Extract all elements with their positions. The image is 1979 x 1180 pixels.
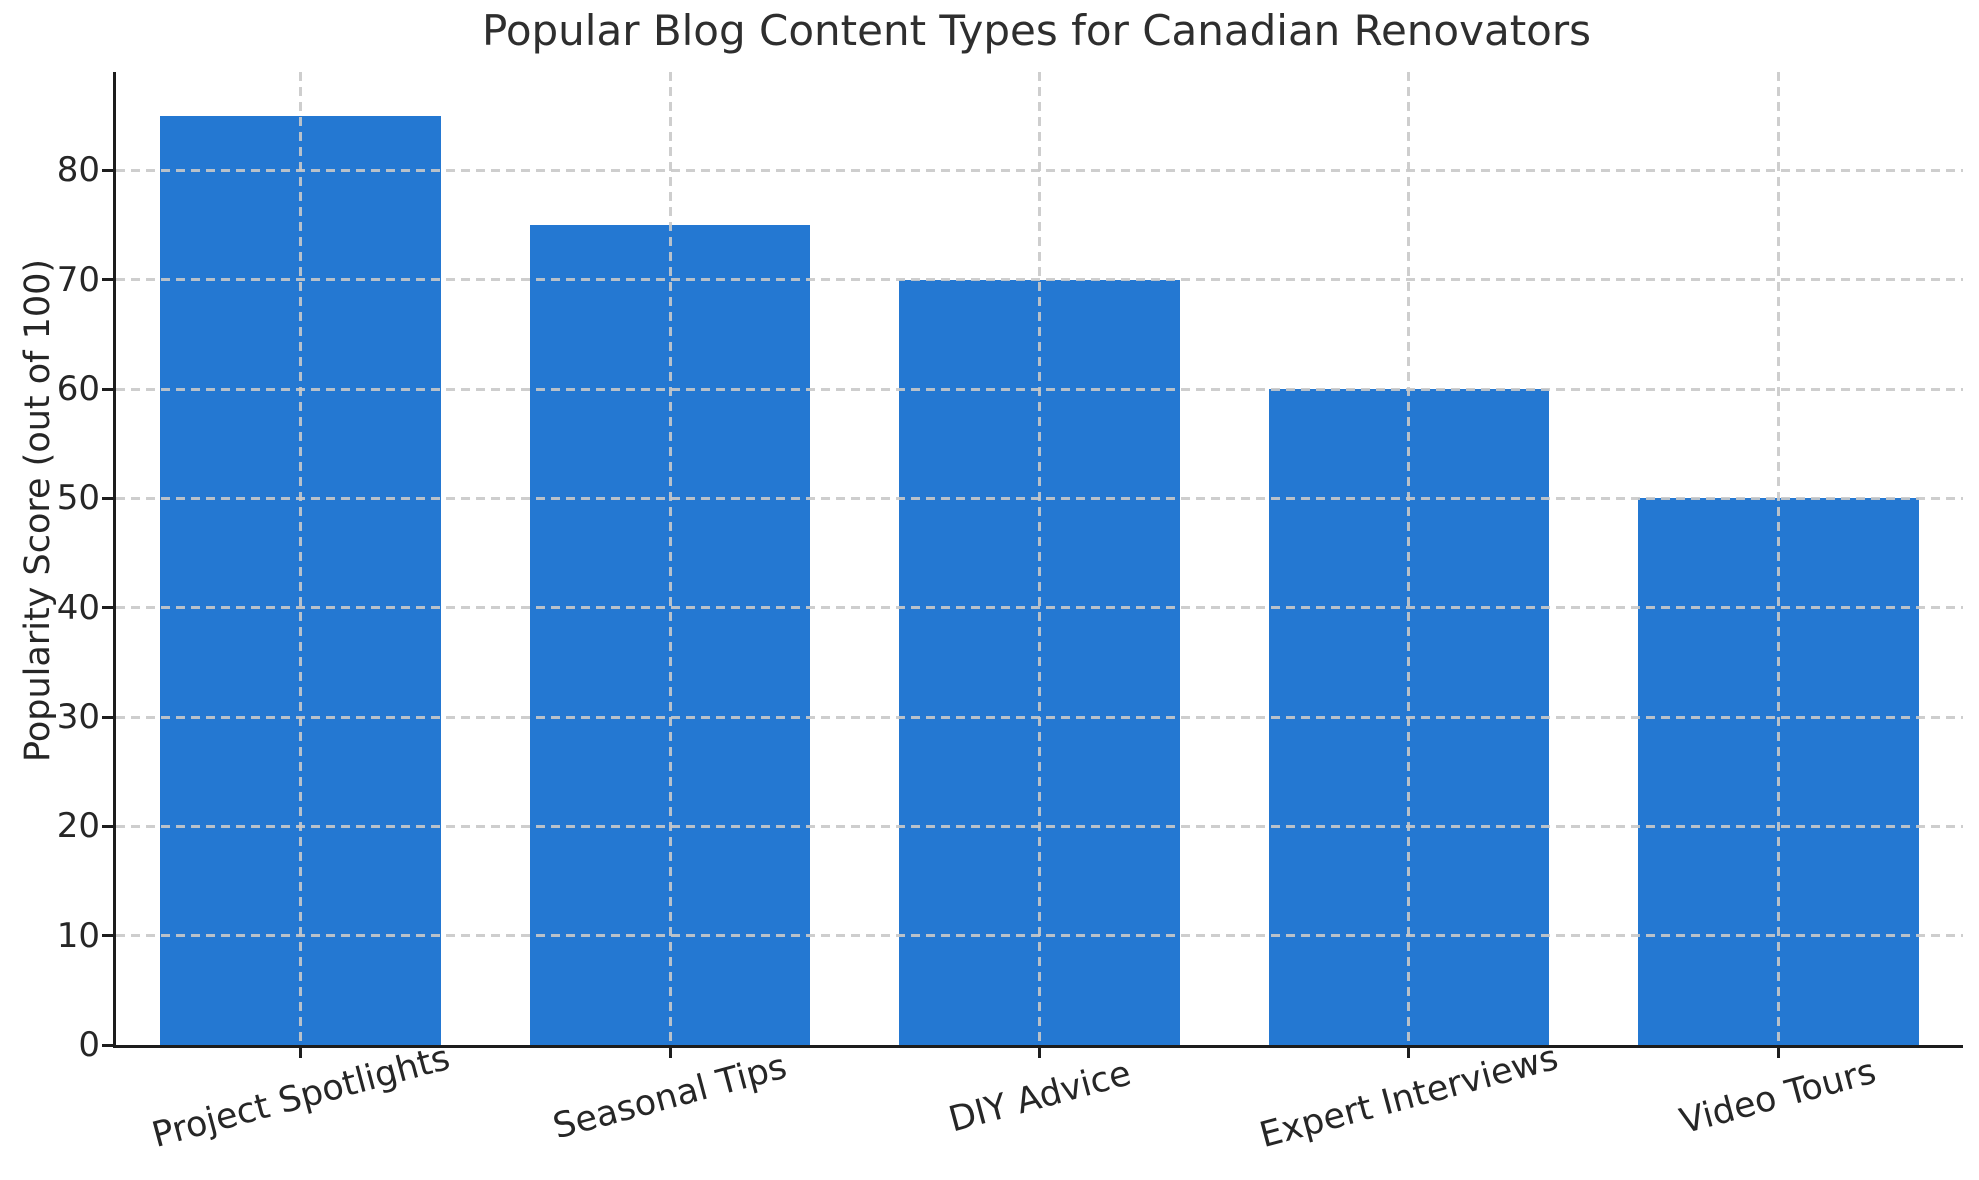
bar-expert-interviews: [1268, 389, 1550, 1045]
chart-title: Popular Blog Content Types for Canadian …: [481, 6, 1592, 55]
bar-project-spotlights: [160, 115, 442, 1045]
bar-diy-advice: [899, 279, 1180, 1045]
y-tick: [102, 387, 113, 391]
y-tick: [102, 934, 113, 938]
y-tick-label: 10: [56, 915, 100, 956]
y-tick-label: 0: [78, 1025, 100, 1065]
y-tick-label: 50: [56, 478, 100, 519]
x-tick: [668, 1048, 672, 1058]
y-tick: [102, 496, 113, 500]
y-tick-label: 60: [56, 369, 100, 410]
y-tick: [102, 715, 113, 719]
y-tick-label: 20: [56, 806, 100, 847]
y-tick-label: 70: [56, 259, 100, 300]
y-tick: [102, 168, 113, 172]
y-tick: [102, 278, 113, 282]
x-tick: [1038, 1048, 1041, 1058]
plot-area: 0 10 20 30 40 50 60 70 80 Project Spotlights Seaso…: [57, 72, 1963, 1156]
x-tick-label: DIY Advice: [944, 1053, 1135, 1141]
bar-seasonal-tips: [529, 225, 811, 1045]
y-tick: [102, 1043, 113, 1047]
y-tick: [102, 824, 113, 828]
y-axis-label: Popularity Score (out of 100): [18, 258, 58, 762]
y-tick-label: 80: [56, 150, 100, 191]
y-tick: [102, 606, 113, 610]
x-tick: [299, 1048, 303, 1058]
x-tick: [1407, 1048, 1411, 1058]
x-tick-label: Video Tours: [1676, 1051, 1881, 1143]
x-tick-label: Seasonal Tips: [549, 1046, 792, 1148]
y-tick-label: 40: [56, 587, 100, 628]
bar-video-tours: [1637, 498, 1919, 1045]
y-tick-label: 30: [56, 697, 100, 738]
x-tick: [1776, 1048, 1780, 1058]
